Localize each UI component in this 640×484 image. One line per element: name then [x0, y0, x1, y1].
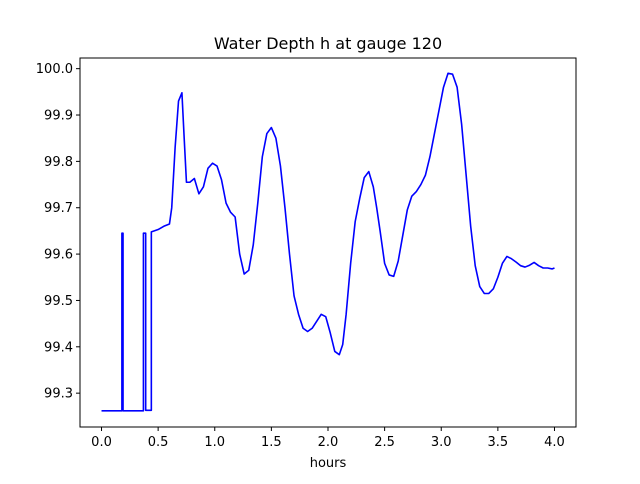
y-tick-label: 99.9	[44, 109, 73, 124]
y-tick-label: 99.6	[44, 248, 73, 263]
y-tick-label: 99.7	[44, 201, 73, 216]
y-tick-label: 100.0	[36, 62, 73, 77]
x-tick-label: 0.5	[148, 435, 169, 450]
x-tick-label: 2.0	[318, 435, 339, 450]
x-tick-label: 3.5	[488, 435, 509, 450]
chart-title: Water Depth h at gauge 120	[214, 34, 442, 53]
x-tick-label: 2.5	[374, 435, 395, 450]
x-tick-label: 0.0	[91, 435, 112, 450]
x-tick-label: 4.0	[544, 435, 565, 450]
x-tick-label: 3.0	[431, 435, 452, 450]
x-axis-label: hours	[310, 456, 347, 471]
y-tick-label: 99.5	[44, 294, 73, 309]
x-tick-label: 1.5	[261, 435, 282, 450]
y-tick-label: 99.8	[44, 155, 73, 170]
y-tick-label: 99.3	[44, 387, 73, 402]
x-tick-label: 1.0	[204, 435, 225, 450]
y-tick-label: 99.4	[44, 340, 73, 355]
